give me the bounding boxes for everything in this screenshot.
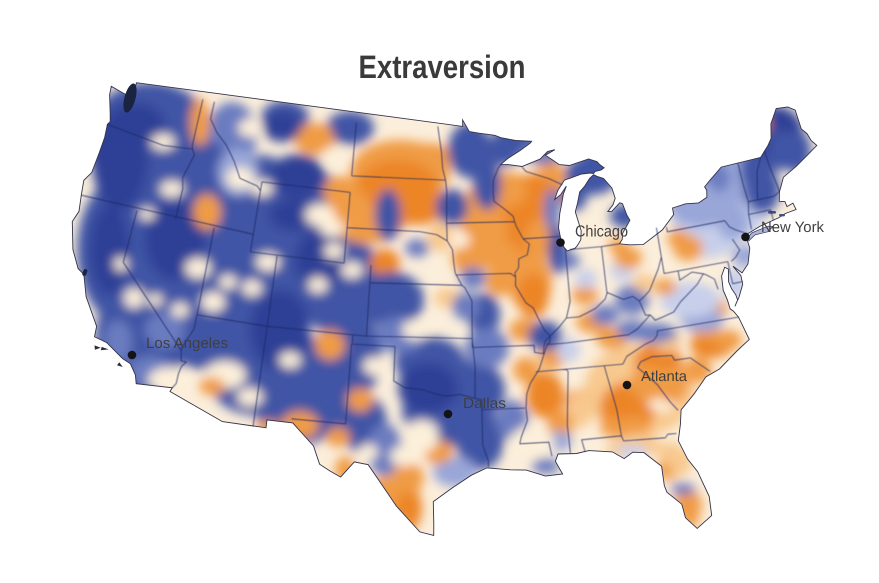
svg-text:Atlanta: Atlanta [641,369,688,385]
svg-text:Extraversion: Extraversion [359,49,526,85]
svg-text:Dallas: Dallas [463,396,506,412]
svg-text:Los Angeles: Los Angeles [146,335,228,352]
svg-text:New York: New York [761,219,824,236]
svg-text:Chicago: Chicago [575,224,628,241]
